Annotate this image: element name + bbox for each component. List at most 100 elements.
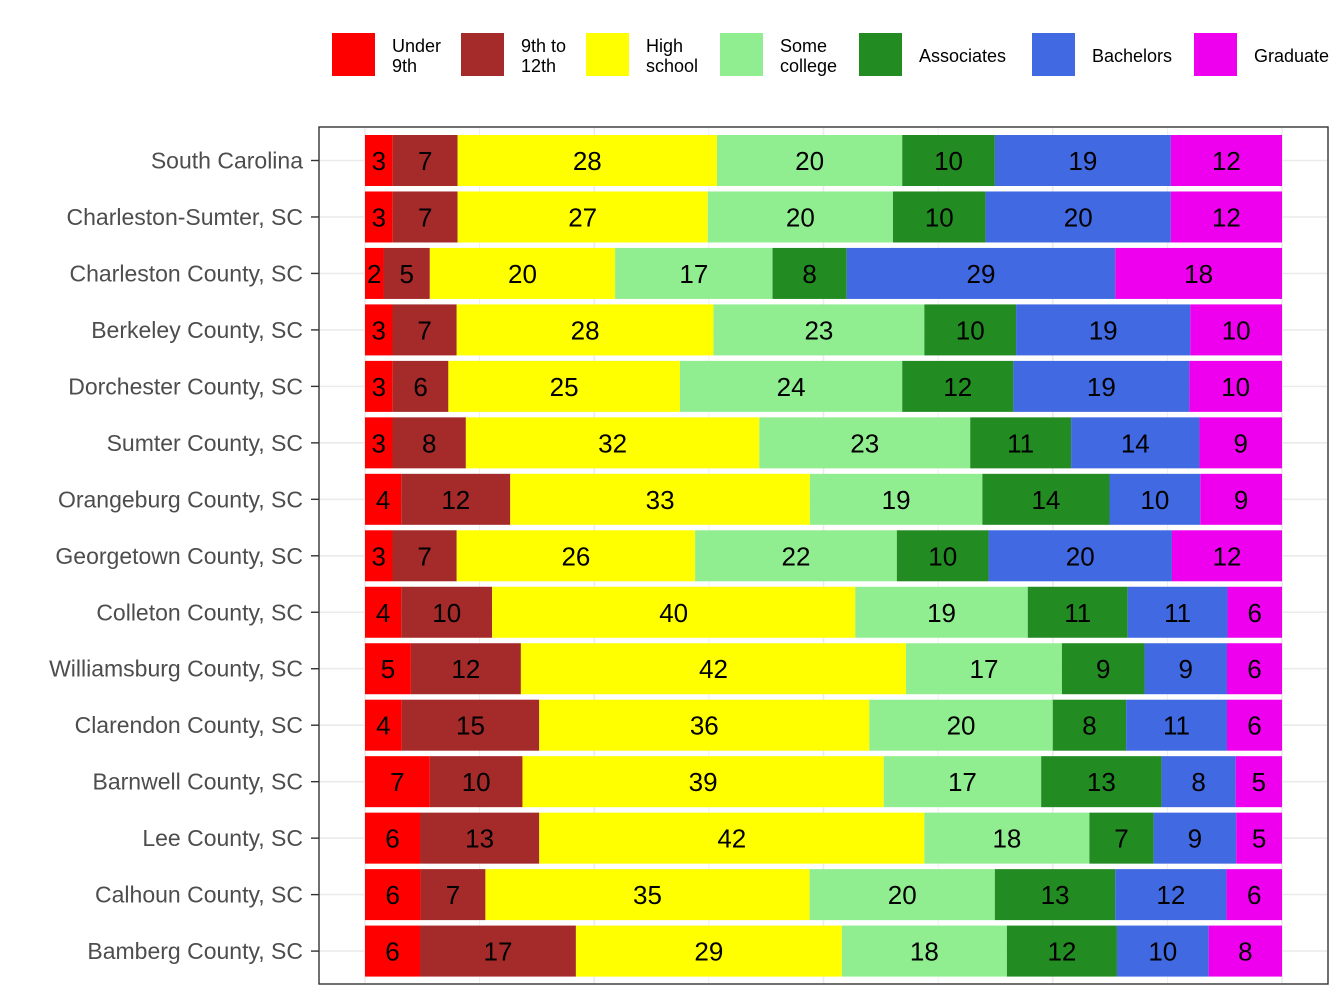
bar-segment-high-school [456, 304, 714, 356]
legend: Under 9th 9th to 12th High school Some college A… [332, 33, 1329, 76]
category-label: Clarendon County, SC [75, 712, 303, 738]
data-label: 5 [1252, 824, 1266, 854]
data-label: 18 [1184, 259, 1213, 289]
data-label: 40 [659, 598, 688, 628]
data-label: 3 [372, 372, 386, 402]
bar-segment-high-school [457, 191, 708, 243]
bar-segment-under-9th [365, 304, 393, 356]
category-label: Berkeley County, SC [91, 317, 303, 343]
bar-segment-9th-to-12th [410, 643, 521, 695]
data-label: 19 [1068, 146, 1097, 176]
data-label: 9 [1234, 485, 1248, 515]
bar-row-clarendon-county-sc: 4 15 36 20 8 11 6 [365, 699, 1282, 751]
data-label: 12 [1047, 937, 1076, 967]
bar-segment-some-college [716, 135, 903, 186]
data-label: 8 [1238, 937, 1252, 967]
bar-segment-associates [902, 360, 1014, 412]
bar-segment-high-school [539, 699, 870, 751]
legend-swatch [859, 33, 902, 76]
data-label: 3 [372, 202, 386, 232]
data-label: 20 [1066, 541, 1095, 571]
data-label: 36 [690, 711, 719, 741]
data-label: 4 [376, 598, 390, 628]
bar-segment-some-college [707, 191, 893, 243]
bar-segment-graduate [1235, 756, 1282, 808]
bar-segment-9th-to-12th [392, 304, 457, 356]
bar-segment-some-college [869, 699, 1053, 751]
bar-segment-under-9th [365, 925, 421, 977]
category-label: Barnwell County, SC [93, 769, 304, 795]
category-label: Dorchester County, SC [68, 373, 303, 399]
legend-swatch [720, 33, 763, 76]
bar-row-berkeley-county-sc: 3 7 28 23 10 19 10 [365, 304, 1282, 356]
bar-segment-bachelors [985, 191, 1171, 243]
data-label: 42 [699, 654, 728, 684]
bar-segment-associates [924, 304, 1017, 356]
data-label: 9 [1178, 654, 1192, 684]
bar-segment-bachelors [1126, 699, 1227, 751]
data-label: 6 [1248, 598, 1262, 628]
bar-segment-graduate [1226, 699, 1282, 751]
bar-segment-graduate [1170, 135, 1282, 186]
bar-row-barnwell-county-sc: 7 10 39 17 13 8 5 [365, 756, 1282, 808]
bar-segment-under-9th [365, 247, 384, 299]
data-label: 6 [385, 824, 399, 854]
category-label: Charleston County, SC [69, 260, 303, 286]
data-label: 17 [679, 259, 708, 289]
data-label: 6 [413, 372, 427, 402]
data-label: 13 [465, 824, 494, 854]
legend-swatch [1194, 33, 1237, 76]
data-label: 6 [386, 880, 400, 910]
data-label: 25 [550, 372, 579, 402]
bar-segment-associates [892, 191, 986, 243]
bar-segment-graduate [1227, 586, 1282, 638]
data-label: 12 [1213, 541, 1242, 571]
data-label: 20 [1064, 202, 1093, 232]
category-label: Sumter County, SC [107, 430, 303, 456]
category-label: Georgetown County, SC [55, 543, 303, 569]
category-label: Colleton County, SC [96, 599, 303, 625]
bar-segment-bachelors [1144, 643, 1227, 695]
bar-segment-some-college [924, 812, 1090, 864]
bar-segment-under-9th [365, 756, 430, 808]
data-label: 32 [598, 428, 627, 458]
category-label: Calhoun County, SC [95, 882, 303, 908]
category-label: Bamberg County, SC [87, 938, 303, 964]
data-label: 39 [689, 767, 718, 797]
data-label: 19 [882, 485, 911, 515]
legend-item-bachelors: Bachelors [1032, 33, 1172, 76]
bar-segment-graduate [1189, 360, 1282, 412]
data-label: 3 [372, 315, 386, 345]
data-label: 11 [1164, 598, 1191, 628]
data-label: 10 [928, 541, 957, 571]
data-label: 12 [451, 654, 480, 684]
bar-segment-associates [994, 869, 1116, 921]
legend-item-under-9th: Under 9th [332, 33, 441, 76]
data-label: 8 [802, 259, 816, 289]
bar-segment-graduate [1208, 925, 1282, 977]
category-label: South Carolina [151, 148, 303, 174]
bar-segment-high-school [575, 925, 842, 977]
data-label: 17 [484, 937, 513, 967]
legend-label: 9th to 12th [521, 36, 566, 76]
bar-segment-some-college [841, 925, 1007, 977]
data-label: 20 [508, 259, 537, 289]
bar-segment-bachelors [1016, 304, 1191, 356]
data-label: 10 [934, 146, 963, 176]
bar-segment-9th-to-12th [401, 699, 540, 751]
bar-row-charleston-sumter-sc: 3 7 27 20 10 20 12 [365, 191, 1282, 243]
data-label: 23 [850, 428, 879, 458]
data-label: 11 [1064, 598, 1091, 628]
data-label: 7 [418, 146, 432, 176]
bar-segment-some-college [713, 304, 925, 356]
data-label: 19 [1089, 315, 1118, 345]
data-label: 12 [1212, 146, 1241, 176]
legend-swatch [1032, 33, 1075, 76]
data-label: 15 [456, 711, 485, 741]
data-label: 9 [1188, 824, 1202, 854]
data-label: 8 [422, 428, 436, 458]
legend-swatch [332, 33, 375, 76]
data-label: 10 [1140, 485, 1169, 515]
data-label: 7 [1114, 824, 1128, 854]
